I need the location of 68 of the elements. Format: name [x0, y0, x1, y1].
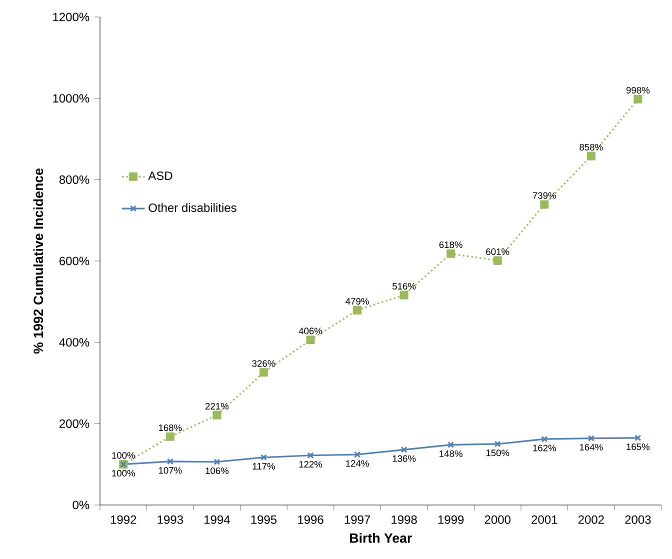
y-tick-label: 600% [60, 256, 90, 266]
point [259, 368, 268, 377]
data-label: 100% [112, 452, 135, 459]
x-tick-label: 1997 [344, 515, 370, 524]
y-tick-label: 0% [72, 500, 90, 510]
point [306, 336, 315, 344]
data-label: 858% [580, 144, 603, 150]
point [353, 306, 362, 314]
data-label: 164% [580, 444, 603, 450]
x-tick-label: 2003 [625, 515, 651, 524]
point [634, 94, 642, 104]
x-tick-label: 1994 [204, 515, 230, 524]
point [446, 249, 456, 258]
point [400, 446, 408, 453]
point [212, 410, 222, 420]
data-label: 122% [299, 460, 322, 468]
y-tick-label: 400% [59, 338, 90, 347]
data-label: 739% [532, 192, 556, 199]
point [448, 442, 454, 448]
x-tick-label: 2000 [484, 515, 510, 524]
x-tick-label: 1993 [158, 515, 183, 524]
data-label: 165% [626, 444, 650, 450]
x-tick-label: 1995 [251, 515, 277, 524]
point [166, 432, 174, 441]
data-label: 124% [346, 460, 369, 467]
data-label: 998% [626, 86, 650, 94]
point [166, 458, 174, 465]
data-label: 150% [486, 450, 510, 456]
point [494, 440, 501, 448]
x-tick-label: 1999 [438, 515, 464, 524]
point [400, 290, 408, 300]
legend-label: ASD [148, 171, 172, 180]
point [588, 435, 594, 442]
data-label: 168% [158, 424, 182, 432]
data-label: 326% [252, 360, 276, 367]
data-label: 107% [158, 467, 182, 474]
data-label: 136% [392, 455, 416, 462]
data-label: 618% [439, 241, 462, 248]
point [214, 458, 220, 466]
point [541, 436, 548, 442]
data-label: 601% [486, 248, 510, 255]
point [260, 454, 267, 461]
data-label: 162% [533, 444, 556, 452]
x-tick-label: 2002 [578, 515, 604, 524]
x-tick-label: 1998 [392, 515, 417, 524]
point [307, 452, 314, 459]
point [354, 451, 361, 458]
data-label: 100% [112, 470, 135, 477]
data-label: 479% [346, 298, 369, 305]
point [586, 152, 596, 160]
x-tick-label: 1996 [298, 515, 324, 524]
data-label: 117% [252, 463, 275, 470]
point [493, 256, 502, 265]
y-tick-label: 1000% [53, 94, 90, 103]
y-tick-label: 200% [60, 419, 90, 428]
y-axis-title: % 1992 Cumulative Incidence [33, 168, 44, 354]
data-label: 106% [206, 467, 229, 474]
legend-label: Other disabilities [148, 203, 236, 212]
x-axis-title: Birth Year [350, 533, 412, 543]
y-tick-label: 1200% [53, 12, 90, 22]
x-tick-label: 2001 [532, 515, 558, 524]
data-label: 148% [440, 450, 462, 457]
data-label: 406% [298, 328, 322, 334]
data-label: 516% [392, 282, 416, 290]
y-tick-label: 800% [59, 175, 90, 184]
x-tick-label: 1992 [110, 515, 136, 524]
data-label: 221% [205, 402, 229, 410]
point [540, 200, 549, 209]
